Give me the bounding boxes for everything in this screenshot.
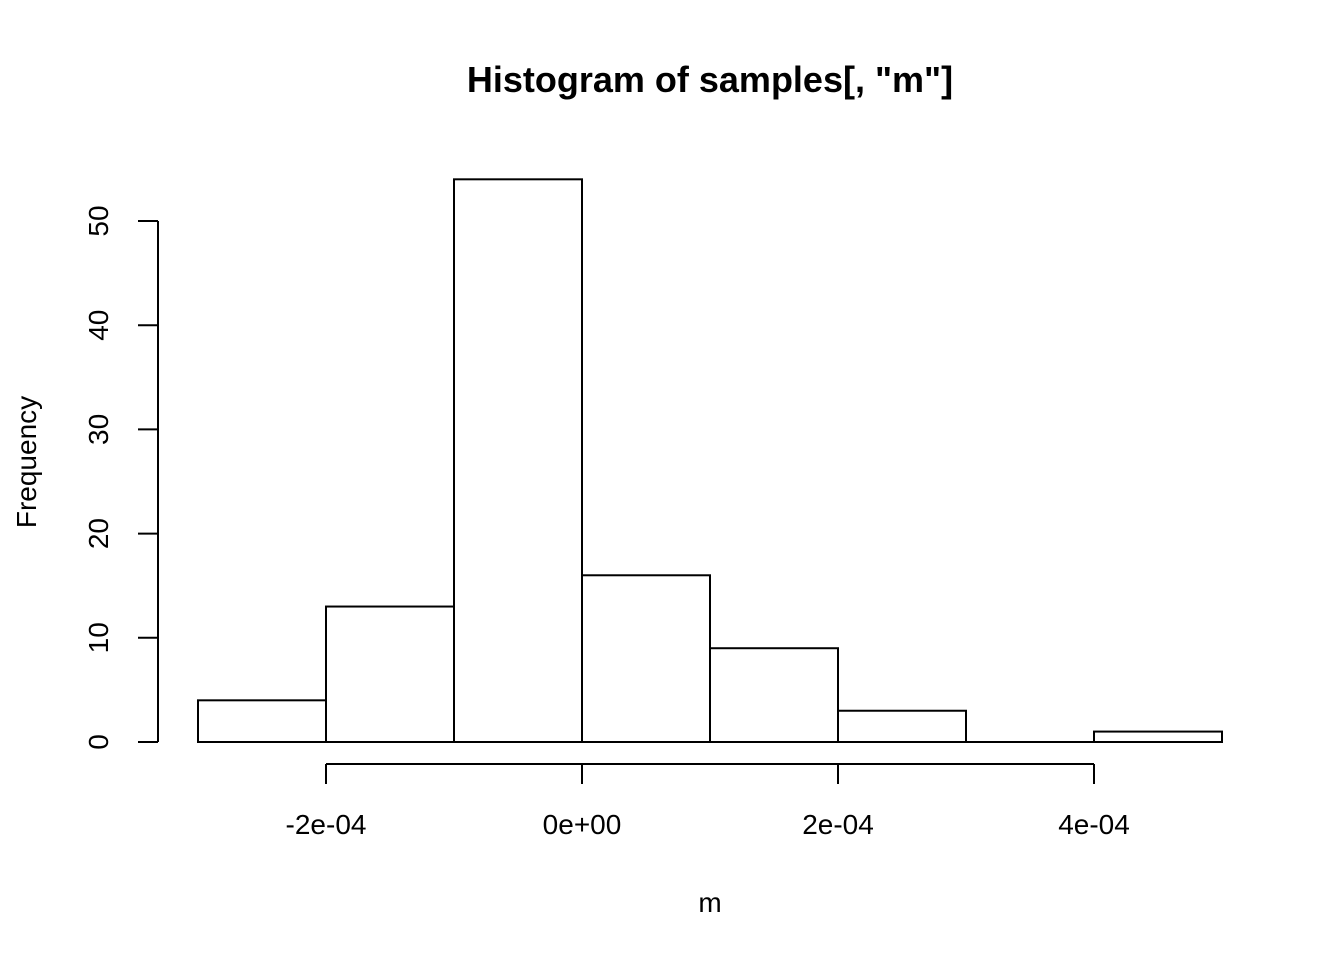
- y-axis-label: Frequency: [11, 396, 42, 528]
- histogram-bar-2: [453, 178, 583, 743]
- histogram-bar-0: [197, 699, 327, 744]
- y-tick-label-1: 10: [83, 622, 114, 653]
- y-tick-label-4: 40: [83, 310, 114, 341]
- x-axis: -2e-04 0e+00 2e-04 4e-04: [286, 763, 1130, 840]
- x-tick-label-2: 2e-04: [802, 809, 874, 840]
- histogram-bar-7: [1093, 730, 1223, 744]
- y-tick-label-2: 20: [83, 518, 114, 549]
- x-tick-label-1: 0e+00: [543, 809, 622, 840]
- y-tick-label-3: 30: [83, 414, 114, 445]
- y-tick-label-0: 0: [83, 734, 114, 750]
- histogram-bar-4: [709, 647, 839, 743]
- bars-group: [197, 178, 1223, 744]
- chart-title: Histogram of samples[, "m"]: [467, 59, 953, 100]
- y-tick-label-5: 50: [83, 205, 114, 236]
- histogram-bar-5: [837, 709, 967, 743]
- x-tick-label-0: -2e-04: [286, 809, 367, 840]
- x-tick-label-3: 4e-04: [1058, 809, 1130, 840]
- y-axis: 0 10 20 30 40 50: [83, 205, 159, 750]
- histogram-bar-1: [325, 605, 455, 743]
- histogram-bar-3: [581, 574, 711, 744]
- x-axis-label: m: [698, 887, 721, 918]
